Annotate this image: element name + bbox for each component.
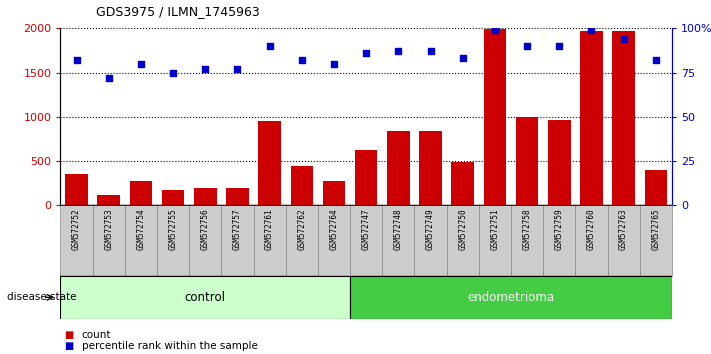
Bar bbox=[125, 205, 157, 276]
Bar bbox=[92, 205, 125, 276]
Bar bbox=[387, 131, 410, 205]
Text: percentile rank within the sample: percentile rank within the sample bbox=[82, 341, 257, 351]
Text: GSM572759: GSM572759 bbox=[555, 209, 564, 251]
Point bbox=[328, 61, 340, 67]
Point bbox=[521, 43, 533, 49]
Point bbox=[167, 70, 178, 75]
Bar bbox=[254, 205, 286, 276]
Point bbox=[618, 36, 629, 42]
Point bbox=[232, 66, 243, 72]
Text: GSM572762: GSM572762 bbox=[297, 209, 306, 251]
Point bbox=[360, 50, 372, 56]
Bar bbox=[258, 121, 281, 205]
Bar bbox=[162, 190, 184, 205]
Bar bbox=[194, 188, 217, 205]
Bar bbox=[286, 205, 318, 276]
Point bbox=[425, 48, 437, 54]
Text: GSM572764: GSM572764 bbox=[329, 209, 338, 251]
Bar bbox=[645, 170, 667, 205]
Bar bbox=[451, 162, 474, 205]
Text: GSM572749: GSM572749 bbox=[426, 209, 435, 251]
Point bbox=[103, 75, 114, 81]
Bar bbox=[383, 205, 415, 276]
Bar bbox=[479, 205, 511, 276]
Bar bbox=[612, 31, 635, 205]
Point bbox=[264, 43, 275, 49]
Point bbox=[489, 27, 501, 33]
Text: GSM572756: GSM572756 bbox=[201, 209, 210, 251]
Bar bbox=[548, 120, 570, 205]
Point bbox=[457, 56, 469, 61]
Text: GDS3975 / ILMN_1745963: GDS3975 / ILMN_1745963 bbox=[96, 5, 260, 18]
Bar bbox=[483, 29, 506, 205]
Text: GSM572750: GSM572750 bbox=[458, 209, 467, 251]
Bar bbox=[65, 175, 87, 205]
Text: GSM572754: GSM572754 bbox=[137, 209, 145, 251]
Text: GSM572761: GSM572761 bbox=[265, 209, 274, 251]
Bar bbox=[580, 31, 603, 205]
Text: control: control bbox=[185, 291, 226, 304]
Text: GSM572758: GSM572758 bbox=[523, 209, 532, 251]
Point bbox=[71, 57, 82, 63]
Bar bbox=[607, 205, 640, 276]
Text: GSM572747: GSM572747 bbox=[362, 209, 370, 251]
Bar bbox=[419, 131, 442, 205]
Text: GSM572763: GSM572763 bbox=[619, 209, 628, 251]
Bar bbox=[60, 205, 92, 276]
Text: GSM572765: GSM572765 bbox=[651, 209, 661, 251]
Text: GSM572748: GSM572748 bbox=[394, 209, 403, 251]
Bar bbox=[350, 276, 672, 319]
Bar bbox=[415, 205, 447, 276]
Bar bbox=[226, 188, 249, 205]
Bar bbox=[447, 205, 479, 276]
Bar bbox=[350, 205, 383, 276]
Bar bbox=[97, 195, 120, 205]
Bar bbox=[515, 117, 538, 205]
Bar bbox=[157, 205, 189, 276]
Text: GSM572752: GSM572752 bbox=[72, 209, 81, 251]
Point bbox=[135, 61, 146, 67]
Point bbox=[650, 57, 661, 63]
Point bbox=[392, 48, 404, 54]
Bar bbox=[221, 205, 254, 276]
Text: GSM572751: GSM572751 bbox=[491, 209, 499, 251]
Bar bbox=[575, 205, 607, 276]
Bar bbox=[640, 205, 672, 276]
Text: ■: ■ bbox=[64, 330, 73, 339]
Bar bbox=[60, 276, 350, 319]
Bar bbox=[291, 166, 313, 205]
Text: endometrioma: endometrioma bbox=[467, 291, 555, 304]
Text: disease state: disease state bbox=[7, 292, 77, 302]
Text: GSM572753: GSM572753 bbox=[105, 209, 113, 251]
Text: GSM572760: GSM572760 bbox=[587, 209, 596, 251]
Bar bbox=[323, 181, 346, 205]
Bar bbox=[189, 205, 221, 276]
Text: GSM572757: GSM572757 bbox=[233, 209, 242, 251]
Text: count: count bbox=[82, 330, 111, 339]
Bar bbox=[355, 150, 378, 205]
Point bbox=[296, 57, 307, 63]
Text: ■: ■ bbox=[64, 341, 73, 351]
Text: GSM572755: GSM572755 bbox=[169, 209, 178, 251]
Bar bbox=[511, 205, 543, 276]
Bar bbox=[543, 205, 575, 276]
Point bbox=[554, 43, 565, 49]
Bar bbox=[129, 181, 152, 205]
Point bbox=[586, 27, 597, 33]
Bar bbox=[318, 205, 350, 276]
Point bbox=[200, 66, 211, 72]
